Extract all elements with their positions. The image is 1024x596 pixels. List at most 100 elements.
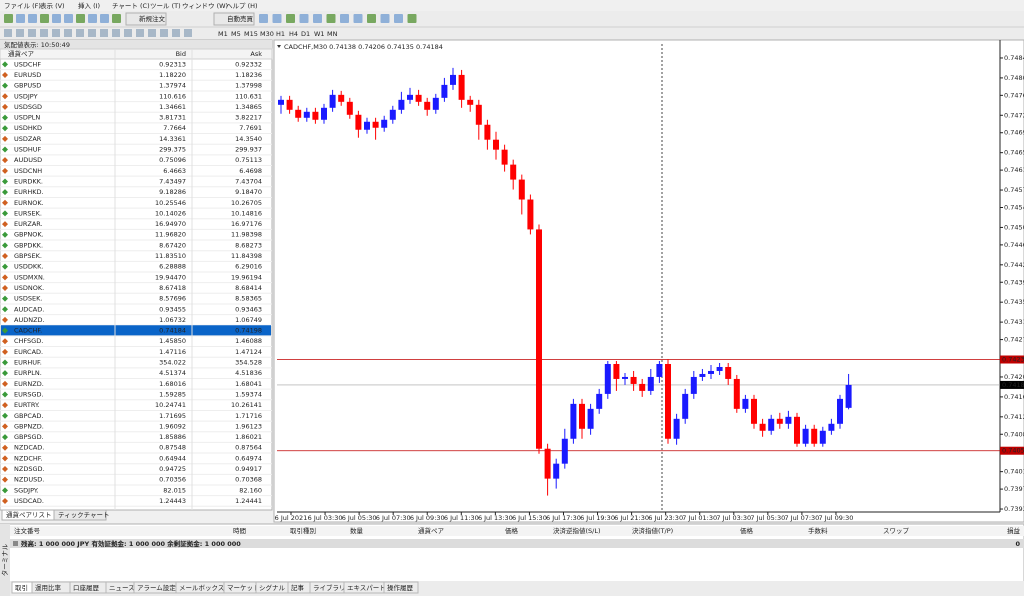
toolbar-icon[interactable] [272, 14, 282, 23]
panel-tab-label[interactable]: 通貨ペアリスト [6, 510, 52, 519]
toolbar-icon[interactable] [367, 14, 376, 23]
symbol[interactable]: EURSEK. [14, 209, 42, 217]
symbol[interactable]: USDSGD [14, 103, 42, 111]
symbol[interactable]: USDHKD [14, 124, 42, 132]
toolbar-icon[interactable] [28, 14, 37, 23]
toolbar-icon[interactable] [394, 14, 403, 23]
menu-item[interactable]: 表示 (V) [40, 1, 65, 10]
toolbar-icon[interactable] [40, 14, 49, 23]
terminal-column[interactable]: 時間 [233, 527, 246, 535]
toolbar-icon[interactable] [28, 29, 36, 37]
terminal-column[interactable]: 価格 [505, 526, 519, 535]
symbol[interactable]: SGDJPY. [14, 486, 39, 494]
symbol[interactable]: USDCAD. [14, 497, 44, 505]
auto-trade-label[interactable]: 自動売買 [227, 14, 254, 23]
terminal-column[interactable]: 手数料 [808, 526, 828, 535]
toolbar-icon[interactable] [326, 14, 336, 23]
terminal-tab-label[interactable]: 記事 [291, 583, 305, 592]
symbol[interactable]: GBPSEK. [14, 252, 42, 260]
terminal-tab-label[interactable]: マーケット [227, 584, 260, 592]
symbol[interactable]: EURNOK. [14, 199, 44, 207]
symbol[interactable]: GBPSGD. [14, 433, 44, 441]
toolbar-icon[interactable] [4, 29, 12, 37]
symbol[interactable]: EURHKD. [14, 188, 44, 196]
toolbar-icon[interactable] [380, 14, 390, 23]
symbol[interactable]: USDZAR [14, 135, 42, 143]
terminal-column[interactable]: 取引種別 [290, 526, 316, 535]
symbol[interactable]: USDDKK. [14, 263, 44, 271]
symbol[interactable]: NZDSGD. [14, 465, 45, 473]
terminal-column[interactable]: スワップ [883, 527, 910, 535]
toolbar-icon[interactable] [124, 29, 132, 37]
toolbar-icon[interactable] [16, 14, 25, 23]
symbol[interactable]: EURUSD [14, 71, 41, 79]
terminal-tab-label[interactable]: エキスパート [347, 584, 386, 592]
symbol[interactable]: CADCHF. [14, 327, 42, 335]
timeframe-button[interactable]: MN [327, 30, 338, 38]
toolbar-icon[interactable] [340, 14, 349, 23]
symbol[interactable]: NZDCHF. [14, 454, 43, 462]
symbol[interactable]: CHFSGD. [14, 337, 43, 345]
symbol[interactable]: USDMXN. [14, 273, 45, 281]
symbol[interactable]: AUDNZD. [14, 316, 45, 324]
new-order-label[interactable]: 新規注文 [139, 14, 166, 23]
symbol[interactable]: USDHUF [14, 146, 42, 154]
toolbar-icon[interactable] [313, 14, 322, 23]
toolbar-icon[interactable] [52, 14, 61, 23]
terminal-column[interactable]: 決済指値(T/P) [632, 526, 673, 535]
timeframe-button[interactable]: M30 [260, 30, 274, 38]
symbol[interactable]: USDCNH [14, 167, 42, 175]
toolbar-icon[interactable] [160, 29, 168, 37]
terminal-tab-label[interactable]: 口座履歴 [73, 583, 100, 592]
toolbar-icon[interactable] [407, 14, 417, 23]
auto-trade-button[interactable] [213, 12, 255, 26]
symbol[interactable]: GBPNOK. [14, 231, 44, 239]
timeframe-button[interactable]: H1 [276, 30, 285, 38]
timeframe-button[interactable]: M5 [231, 30, 241, 38]
terminal-column[interactable]: 数量 [350, 526, 364, 535]
symbol[interactable]: USDNOK. [14, 284, 44, 292]
terminal-tab-label[interactable]: ライブラリ [313, 583, 346, 592]
timeframe-button[interactable]: D1 [301, 30, 310, 38]
symbol[interactable]: EURNZD. [14, 380, 44, 388]
toolbar-icon[interactable] [353, 14, 363, 23]
symbol[interactable]: EURZAR. [14, 220, 43, 228]
new-order-button[interactable] [125, 12, 167, 26]
toolbar-icon[interactable] [299, 14, 309, 23]
toolbar-icon[interactable] [76, 29, 84, 37]
symbol[interactable]: EURSGD. [14, 390, 44, 398]
toolbar-icon[interactable] [4, 14, 13, 23]
toolbar-icon[interactable] [100, 14, 109, 23]
menu-item[interactable]: ファイル (F) [4, 2, 41, 10]
toolbar-icon[interactable] [100, 29, 108, 37]
toolbar-icon[interactable] [88, 14, 97, 23]
symbol[interactable]: EURHUF. [14, 359, 42, 367]
terminal-tab-label[interactable]: アラーム設定 [137, 583, 176, 592]
toolbar-icon[interactable] [172, 29, 180, 37]
symbol[interactable]: AUDUSD [14, 156, 42, 164]
terminal-column[interactable]: 決済逆指値(S/L) [553, 526, 601, 535]
terminal-tab-label[interactable]: 取引 [15, 583, 28, 592]
timeframe-button[interactable]: W1 [314, 30, 325, 38]
toolbar-icon[interactable] [88, 29, 96, 37]
menu-item[interactable]: ヘルプ (H) [226, 2, 258, 10]
panel-tab-label[interactable]: ティックチャート [58, 511, 110, 519]
terminal-tab-label[interactable]: 運用比率 [35, 583, 62, 592]
symbol[interactable]: EURTRY. [14, 401, 40, 409]
menu-item[interactable]: ツール (T) [150, 2, 181, 10]
symbol[interactable]: USDJPY [14, 92, 38, 100]
toolbar-icon[interactable] [184, 29, 192, 37]
symbol[interactable]: NZDUSD. [14, 476, 44, 484]
toolbar-icon[interactable] [112, 29, 120, 37]
timeframe-button[interactable]: M1 [218, 30, 228, 38]
menu-item[interactable]: チャート (C) [112, 2, 150, 10]
symbol[interactable]: EURDKK. [14, 177, 43, 185]
symbol[interactable]: USDPLN [14, 114, 40, 122]
toolbar-icon[interactable] [40, 29, 48, 37]
symbol[interactable]: AUDCAD. [14, 305, 44, 313]
terminal-column[interactable]: 通貨ペア [418, 526, 445, 535]
symbol[interactable]: USDSEK. [14, 295, 42, 303]
toolbar-icon[interactable] [136, 29, 144, 37]
symbol[interactable]: GBPNZD. [14, 422, 44, 430]
terminal-tab-label[interactable]: ニュース [109, 584, 135, 592]
